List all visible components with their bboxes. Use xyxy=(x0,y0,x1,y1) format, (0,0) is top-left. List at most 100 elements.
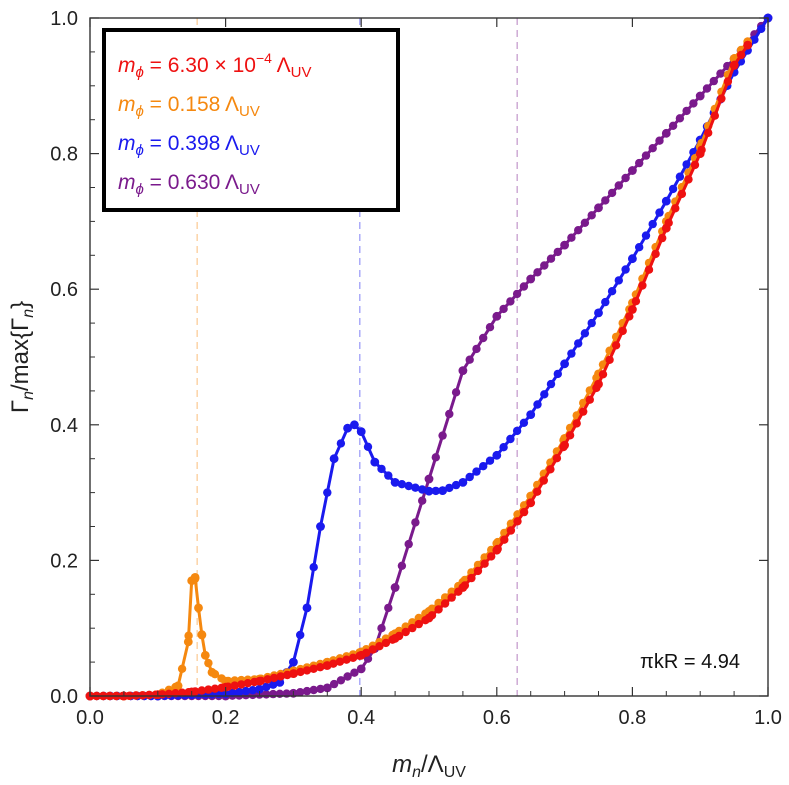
series-0 xyxy=(85,40,753,701)
data-point xyxy=(190,573,200,582)
data-point xyxy=(635,243,644,252)
data-point xyxy=(235,687,244,697)
data-point xyxy=(411,518,420,527)
data-point xyxy=(243,679,252,688)
data-point xyxy=(200,650,210,660)
data-point xyxy=(183,637,193,647)
data-point xyxy=(302,666,312,675)
data-point xyxy=(343,672,352,681)
data-point xyxy=(356,650,366,660)
data-point xyxy=(487,552,496,561)
data-point xyxy=(414,613,423,623)
legend-box xyxy=(102,28,400,212)
data-point xyxy=(424,486,434,496)
data-point xyxy=(479,462,488,471)
y-axis-label: Γn/max{Γn} xyxy=(7,301,37,413)
data-point xyxy=(709,76,718,86)
data-point xyxy=(348,653,358,662)
data-point xyxy=(438,486,447,495)
y-tick-label: 0.0 xyxy=(50,686,78,708)
data-point xyxy=(533,487,542,496)
data-point xyxy=(540,390,549,399)
data-point xyxy=(519,507,529,517)
data-point xyxy=(480,559,489,568)
data-point xyxy=(628,305,637,314)
data-point xyxy=(384,471,393,480)
data-point xyxy=(638,281,647,290)
data-point xyxy=(675,114,685,123)
data-point xyxy=(661,223,671,233)
series-layer xyxy=(85,13,773,701)
data-point xyxy=(390,634,400,643)
y-tick-label: 0.4 xyxy=(50,415,78,437)
data-point xyxy=(519,282,529,291)
data-point xyxy=(397,561,407,570)
data-point xyxy=(506,434,515,444)
data-point xyxy=(322,661,332,670)
data-point xyxy=(729,61,739,70)
data-point xyxy=(572,419,581,428)
data-point xyxy=(424,613,434,623)
data-point xyxy=(370,457,380,467)
data-point xyxy=(533,268,542,277)
data-point xyxy=(750,35,759,44)
data-point xyxy=(145,690,154,700)
x-axis-label: mn/ΛUV xyxy=(392,751,466,781)
legend-entry-2: mϕ = 0.398 ΛUV xyxy=(118,132,260,159)
data-point xyxy=(621,265,630,274)
data-point xyxy=(651,249,660,259)
data-point xyxy=(614,181,623,190)
data-point xyxy=(757,24,766,33)
data-point xyxy=(390,583,400,592)
y-tick-label: 1.0 xyxy=(50,8,78,30)
data-point xyxy=(710,111,719,120)
data-point xyxy=(684,175,693,184)
data-point xyxy=(661,128,671,138)
data-point xyxy=(574,339,583,348)
data-point xyxy=(350,668,359,677)
data-point xyxy=(648,219,657,229)
data-point xyxy=(723,77,733,86)
data-point xyxy=(458,478,468,487)
data-point xyxy=(601,297,610,307)
data-point xyxy=(689,99,698,108)
data-point xyxy=(329,679,339,689)
data-point xyxy=(472,467,481,476)
y-tick-label: 0.2 xyxy=(50,550,78,572)
data-point xyxy=(177,688,187,697)
data-point xyxy=(661,196,671,206)
data-point xyxy=(465,355,474,364)
data-point xyxy=(546,254,556,263)
data-point xyxy=(743,40,753,50)
data-point xyxy=(309,664,318,673)
data-point xyxy=(241,686,251,696)
data-point xyxy=(237,680,246,689)
data-point xyxy=(607,188,617,198)
data-point xyxy=(309,563,318,572)
data-point xyxy=(269,673,279,683)
data-point xyxy=(316,663,325,672)
data-point xyxy=(717,94,726,103)
data-point xyxy=(322,683,332,693)
data-point xyxy=(560,240,569,250)
data-point xyxy=(467,573,476,583)
data-point xyxy=(377,624,386,633)
data-point xyxy=(621,173,630,183)
data-point xyxy=(492,450,502,460)
data-point xyxy=(594,308,603,318)
x-tick-label: 0.0 xyxy=(76,707,104,729)
data-point xyxy=(431,453,440,462)
legend-entry-3: mϕ = 0.630 ΛUV xyxy=(118,171,260,198)
data-point xyxy=(296,667,305,677)
data-point xyxy=(408,623,417,633)
data-point xyxy=(465,472,474,482)
data-point xyxy=(404,539,413,549)
data-point xyxy=(375,642,384,651)
y-tick-label: 0.6 xyxy=(50,279,78,301)
data-point xyxy=(418,485,427,494)
data-point xyxy=(302,686,312,696)
data-point xyxy=(404,481,413,491)
data-point xyxy=(526,274,536,284)
data-point xyxy=(513,517,522,526)
data-point xyxy=(329,454,339,464)
